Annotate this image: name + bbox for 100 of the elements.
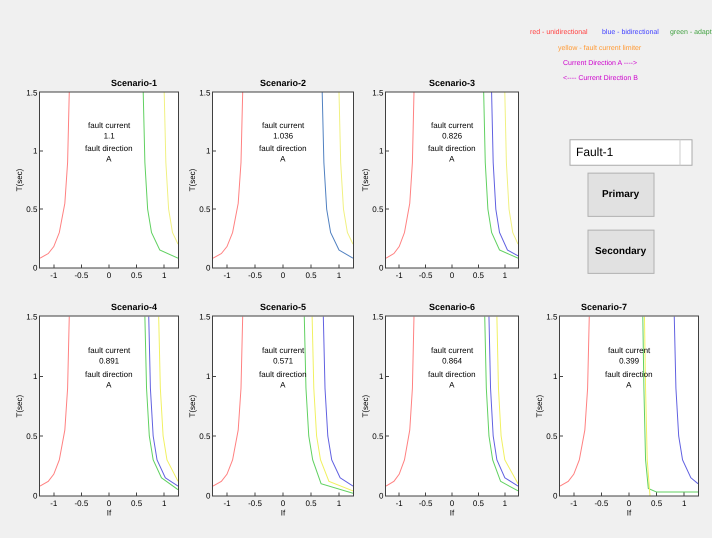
x-tick-label: 0.5 — [131, 499, 143, 508]
y-tick-label: 0 — [378, 263, 384, 272]
x-tick-label: 1 — [336, 271, 342, 280]
line-series — [213, 316, 244, 487]
annotation: fault current 0.864 — [431, 346, 474, 366]
text: Primary — [602, 189, 640, 200]
x-tick-label: 0.5 — [651, 499, 663, 508]
x-axis-title: If — [280, 508, 286, 518]
y-tick-label: 1.5 — [372, 88, 384, 98]
x-tick-label: 1 — [162, 499, 167, 508]
y-tick-label: 0.5 — [372, 204, 384, 214]
chart-title: Scenario-7 — [581, 302, 628, 312]
x-tick-label: 1 — [162, 271, 167, 280]
annotation: fault direction A — [428, 370, 476, 390]
line-series — [322, 316, 353, 487]
x-axis-title: If — [626, 508, 632, 518]
line-series — [386, 316, 414, 487]
x-tick-label: 0.5 — [472, 271, 485, 280]
y-tick-label: 0 — [378, 491, 384, 500]
line-series — [40, 316, 70, 487]
x-tick-label: -0.5 — [594, 499, 609, 508]
y-tick-label: 0.5 — [372, 432, 384, 441]
x-tick-label: -1 — [396, 499, 404, 508]
chart-title: Scenario-4 — [111, 302, 158, 312]
x-tick-label: -1 — [50, 271, 58, 280]
line-series — [386, 92, 414, 259]
y-axis-title: T(sec) — [360, 394, 370, 418]
y-tick-label: 1 — [378, 372, 384, 382]
line-series — [158, 316, 178, 482]
x-tick-label: -1 — [223, 499, 232, 508]
chart-title: Scenario-3 — [429, 78, 476, 88]
x-tick-label: -0.5 — [74, 271, 89, 280]
x-axis-title: If — [450, 508, 455, 518]
y-axis-title: T(sec) — [360, 168, 370, 192]
annotation: fault current 0.571 — [262, 346, 306, 366]
y-tick-label: 1.5 — [199, 88, 211, 98]
y-tick-label: 0.5 — [546, 432, 558, 441]
chart-title: Scenario-1 — [111, 78, 158, 88]
line-series — [322, 92, 353, 259]
x-tick-label: 0.5 — [472, 499, 485, 508]
y-tick-label: 1 — [32, 372, 38, 382]
x-tick-label: -0.5 — [74, 499, 89, 508]
x-tick-label: 0 — [280, 499, 286, 508]
y-axis-title: T(sec) — [188, 394, 197, 418]
line-series — [40, 92, 70, 259]
x-tick-label: -0.5 — [248, 499, 262, 508]
x-tick-label: 0 — [106, 499, 112, 508]
y-tick-label: 0.5 — [199, 432, 211, 441]
x-tick-label: 1 — [502, 271, 508, 280]
x-tick-label: -1 — [570, 499, 578, 508]
y-tick-label: 1 — [378, 146, 384, 156]
y-axis-title: T(sec) — [14, 394, 24, 418]
line-series — [213, 92, 244, 259]
y-tick-label: 0.5 — [199, 204, 211, 214]
line-series — [674, 316, 698, 484]
chart-title: Scenario-6 — [429, 302, 476, 312]
text: Secondary — [595, 246, 647, 257]
x-tick-label: -1 — [396, 271, 404, 280]
x-tick-label: -0.5 — [248, 271, 262, 280]
y-tick-label: 0 — [32, 491, 38, 500]
line-series — [483, 92, 518, 259]
x-tick-label: 1 — [502, 499, 508, 508]
line-series — [338, 92, 353, 245]
x-tick-label: -1 — [50, 499, 58, 508]
annotation: fault current 0.891 — [88, 346, 132, 366]
y-tick-label: 1.5 — [26, 312, 38, 322]
y-tick-label: 0 — [206, 491, 211, 500]
y-axis-title: T(sec) — [188, 168, 197, 192]
line-series — [491, 92, 518, 256]
y-tick-label: 1.5 — [372, 312, 384, 322]
chart-title: Scenario-2 — [260, 78, 306, 88]
text: Fault-1 — [576, 145, 614, 159]
y-tick-label: 0 — [32, 263, 38, 272]
y-tick-label: 1 — [206, 372, 211, 382]
chart-title: Scenario-5 — [260, 302, 306, 312]
line-series — [164, 92, 178, 245]
x-tick-label: -0.5 — [418, 271, 434, 280]
x-tick-label: 0 — [450, 499, 455, 508]
y-axis-title: T(sec) — [14, 168, 24, 192]
line-series — [142, 92, 178, 259]
y-axis-title: T(sec) — [534, 394, 544, 418]
line-series — [504, 92, 518, 245]
x-tick-label: 0 — [450, 271, 455, 280]
x-tick-label: 0 — [106, 271, 112, 280]
x-tick-label: 0.5 — [131, 271, 143, 280]
x-axis-title: If — [106, 508, 112, 518]
annotation: fault current 0.826 — [431, 121, 474, 140]
x-tick-label: 0.5 — [305, 499, 318, 508]
line-series — [496, 316, 518, 484]
y-tick-label: 1.5 — [546, 312, 558, 322]
line-series — [312, 316, 353, 492]
line-series — [560, 316, 590, 487]
x-tick-label: 0 — [626, 499, 632, 508]
annotation: fault direction A — [259, 144, 307, 164]
annotation: fault current 1.1 — [88, 121, 132, 140]
y-tick-label: 1 — [32, 146, 38, 156]
y-tick-label: 0 — [552, 491, 558, 500]
y-tick-label: 0.5 — [26, 204, 38, 214]
y-tick-label: 1 — [552, 372, 558, 382]
x-tick-label: 0 — [280, 271, 286, 280]
